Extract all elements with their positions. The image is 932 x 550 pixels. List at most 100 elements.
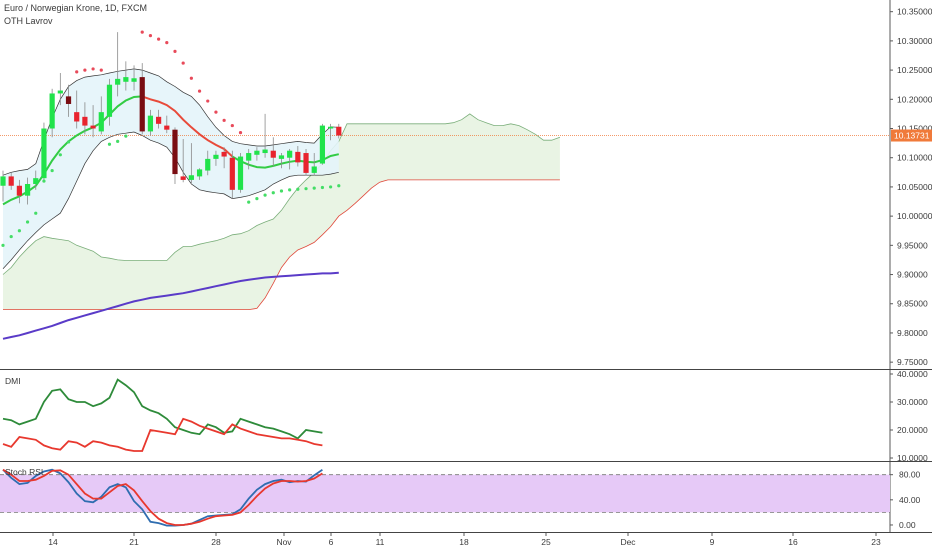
candle[interactable] — [180, 139, 186, 183]
candle[interactable] — [254, 147, 260, 161]
candle[interactable] — [0, 170, 6, 202]
candle[interactable] — [82, 102, 88, 135]
candle[interactable] — [188, 143, 194, 184]
candle[interactable] — [65, 84, 72, 117]
candle-body[interactable] — [295, 151, 301, 163]
candle[interactable] — [336, 123, 342, 139]
candle-body[interactable] — [278, 155, 285, 159]
candle-body[interactable] — [82, 116, 88, 126]
candle-body[interactable] — [49, 93, 55, 129]
candle[interactable] — [270, 137, 276, 167]
psar-dot — [337, 184, 341, 188]
candle[interactable] — [49, 88, 55, 138]
candle-body[interactable] — [237, 156, 244, 190]
candle-body[interactable] — [8, 176, 14, 186]
candle[interactable] — [139, 63, 145, 135]
candle[interactable] — [33, 170, 39, 190]
candle-body[interactable] — [147, 115, 154, 132]
candle-body[interactable] — [254, 150, 260, 155]
candle[interactable] — [303, 148, 309, 176]
candle-body[interactable] — [188, 175, 194, 180]
candle[interactable] — [106, 78, 113, 126]
candle-body[interactable] — [74, 112, 80, 122]
candle[interactable] — [74, 90, 80, 129]
stoch-rsi-pane[interactable]: Stoch RSI 80.00 40.00 0.00 — [0, 467, 921, 530]
candle[interactable] — [164, 115, 170, 134]
candle-body[interactable] — [98, 112, 104, 132]
price-tick-label: 9.80000 — [897, 328, 928, 338]
candle[interactable] — [311, 153, 317, 176]
candle[interactable] — [213, 150, 219, 166]
candle-body[interactable] — [33, 178, 39, 184]
candle-body[interactable] — [172, 129, 178, 175]
candle[interactable] — [196, 168, 203, 180]
psar-dot — [124, 134, 128, 138]
candle-body[interactable] — [196, 169, 203, 177]
candle-body[interactable] — [229, 157, 235, 190]
candle[interactable] — [319, 123, 326, 165]
candle-body[interactable] — [41, 128, 47, 179]
candle[interactable] — [278, 153, 285, 169]
candle-body[interactable] — [106, 84, 113, 117]
candle-body[interactable] — [319, 125, 326, 164]
candle-body[interactable] — [65, 96, 72, 104]
candle[interactable] — [229, 150, 235, 199]
time-tick-label: 6 — [329, 537, 334, 547]
candle[interactable] — [16, 179, 22, 204]
candle-body[interactable] — [164, 125, 170, 130]
candle-body[interactable] — [328, 126, 334, 129]
candle[interactable] — [237, 153, 244, 193]
candle[interactable] — [221, 147, 227, 169]
dmi-pane[interactable]: DMI 40.0000 30.0000 20.0000 10.0000 — [2, 369, 928, 463]
dmi-tick-label: 30.0000 — [897, 397, 928, 407]
time-tick-label: 21 — [129, 537, 139, 547]
candle[interactable] — [147, 109, 154, 136]
candle-body[interactable] — [287, 150, 293, 158]
candle[interactable] — [172, 127, 178, 184]
price-pane[interactable] — [0, 30, 890, 340]
candle[interactable] — [57, 73, 63, 106]
candle-body[interactable] — [24, 184, 31, 196]
candle-body[interactable] — [303, 153, 309, 173]
time-axis[interactable]: 14 21 28 Nov 6 11 18 25 Dec 9 16 23 — [48, 533, 881, 547]
dmi-tick-label: 40.0000 — [897, 369, 928, 379]
candle[interactable] — [246, 148, 252, 170]
candle-body[interactable] — [246, 153, 252, 161]
candle-body[interactable] — [115, 78, 121, 85]
candle[interactable] — [24, 177, 31, 205]
candle-body[interactable] — [16, 185, 22, 196]
candle[interactable] — [156, 109, 162, 129]
candle[interactable] — [123, 61, 129, 91]
candle-body[interactable] — [221, 151, 227, 157]
candle-body[interactable] — [180, 176, 186, 180]
price-axis[interactable]: 10.35000 10.30000 10.25000 10.20000 10.15000… — [890, 7, 932, 367]
candle[interactable] — [262, 113, 268, 158]
candle-body[interactable] — [336, 126, 342, 136]
candle-body[interactable] — [131, 78, 137, 82]
candle[interactable] — [328, 123, 334, 141]
price-tick-label: 10.00000 — [897, 211, 932, 221]
candle[interactable] — [41, 122, 47, 182]
candle[interactable] — [131, 65, 137, 91]
candle[interactable] — [90, 105, 96, 138]
candle-body[interactable] — [213, 154, 219, 159]
candle[interactable] — [295, 146, 301, 167]
candle-body[interactable] — [0, 176, 6, 186]
candle[interactable] — [98, 96, 104, 135]
candle-body[interactable] — [311, 166, 317, 173]
candle-body[interactable] — [205, 158, 211, 171]
candle-body[interactable] — [262, 149, 268, 154]
candle-body[interactable] — [270, 150, 276, 158]
candle[interactable] — [287, 148, 293, 170]
candle-body[interactable] — [123, 77, 129, 82]
candle[interactable] — [115, 32, 121, 97]
candle-body[interactable] — [90, 125, 96, 129]
candle-body[interactable] — [156, 116, 162, 124]
stoch-d-line — [2, 468, 323, 526]
candle[interactable] — [8, 172, 14, 190]
candle-body[interactable] — [57, 90, 63, 94]
candle-body[interactable] — [139, 77, 145, 132]
psar-dot — [197, 89, 202, 93]
candle[interactable] — [205, 150, 211, 176]
